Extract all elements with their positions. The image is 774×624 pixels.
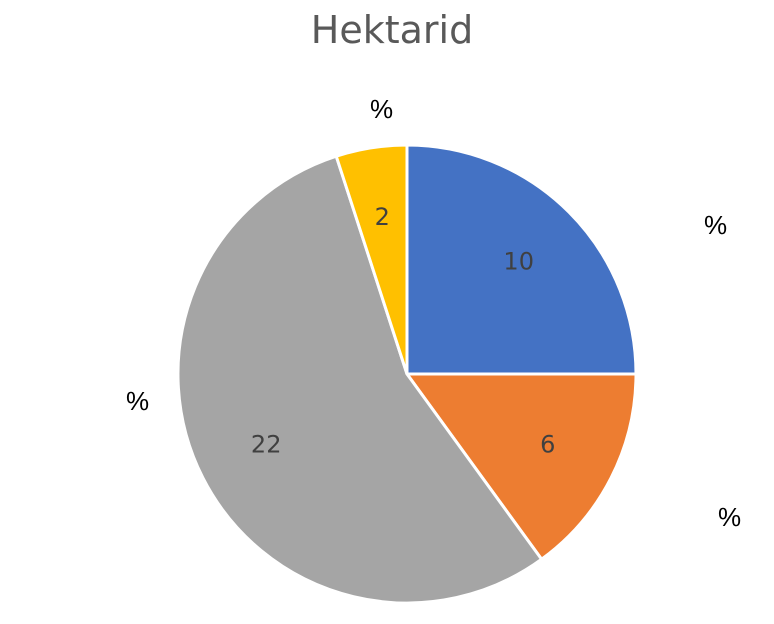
data-label-slice-1: 10 — [503, 247, 534, 275]
data-label-slice-2: 6 — [540, 431, 555, 459]
pie-slices — [176, 143, 638, 605]
percent-label-slice-1: % — [704, 210, 728, 240]
pie-slice-2 — [405, 372, 638, 561]
pie-slice-1 — [405, 143, 638, 376]
percent-label-slice-4: % — [370, 94, 394, 124]
pie-slice-4 — [334, 143, 409, 376]
pie-slice-3 — [176, 154, 544, 605]
chart-title: Hektarid — [310, 8, 474, 52]
data-label-slice-4: 2 — [375, 203, 390, 231]
data-label-slice-3: 22 — [251, 431, 282, 459]
percent-label-slice-2: % — [718, 502, 742, 532]
percent-label-slice-3: % — [126, 386, 150, 416]
